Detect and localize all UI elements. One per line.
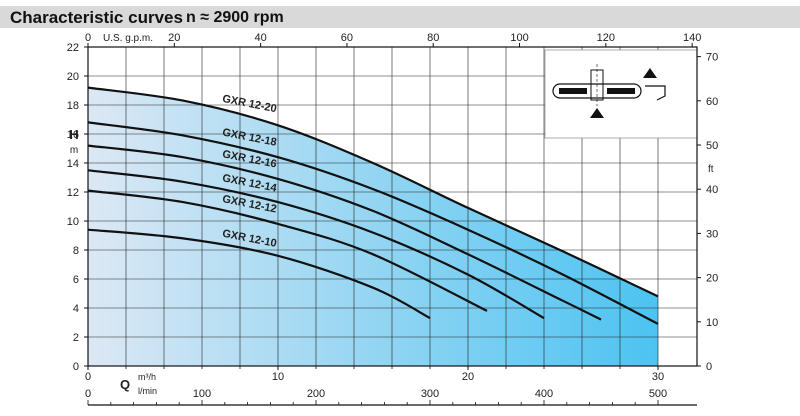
curve-gxr-12-10 bbox=[87, 228, 431, 320]
top-tick-label: 80 bbox=[427, 32, 439, 44]
y-tick-label: 14 bbox=[67, 158, 79, 170]
curve-gxr-12-12 bbox=[87, 189, 488, 312]
inlet-arrow-icon bbox=[590, 108, 604, 124]
ft-tick-label: 70 bbox=[706, 52, 718, 64]
y-tick-label: 8 bbox=[73, 245, 79, 257]
y-tick-label: 12 bbox=[67, 187, 79, 199]
top-tick-label: 100 bbox=[510, 32, 528, 44]
y-axis-unit-ft: ft bbox=[708, 164, 714, 175]
lmin-tick-label: 200 bbox=[307, 388, 325, 400]
impeller-blade bbox=[559, 88, 587, 94]
top-tick-label: 0 bbox=[85, 32, 91, 44]
curve-gxr-12-18 bbox=[87, 121, 659, 325]
m3h-tick-label: 20 bbox=[462, 371, 474, 383]
y-tick-label: 6 bbox=[73, 274, 79, 286]
ft-tick-label: 50 bbox=[706, 140, 718, 152]
discharge-pipe bbox=[645, 85, 666, 101]
outlet-arrow-icon bbox=[643, 68, 657, 86]
ft-tick-label: 10 bbox=[706, 317, 718, 329]
curve-gxr-12-16 bbox=[87, 144, 602, 321]
ft-tick-label: 60 bbox=[706, 96, 718, 108]
y-tick-label: 0 bbox=[73, 361, 79, 373]
y-tick-label: 4 bbox=[73, 303, 79, 315]
m3h-tick-label: 30 bbox=[652, 371, 664, 383]
y-axis-label-h: H bbox=[69, 127, 78, 142]
m3h-tick-label: 0 bbox=[85, 371, 91, 383]
lmin-tick-label: 500 bbox=[649, 388, 667, 400]
x-unit-m3h: m³/h bbox=[138, 372, 156, 382]
y-tick-label: 18 bbox=[67, 100, 79, 112]
lmin-tick-label: 300 bbox=[421, 388, 439, 400]
curve-gxr-12-20 bbox=[87, 86, 659, 298]
lmin-tick-label: 0 bbox=[85, 388, 91, 400]
y-tick-label: 10 bbox=[67, 216, 79, 228]
operating-area bbox=[88, 87, 658, 366]
top-tick-label: 60 bbox=[341, 32, 353, 44]
y-axis-unit-m: m bbox=[70, 145, 78, 156]
top-tick-label: 120 bbox=[597, 32, 615, 44]
chart-subtitle: n ≈ 2900 rpm bbox=[186, 9, 284, 26]
m3h-tick-label: 10 bbox=[272, 371, 284, 383]
ft-tick-label: 30 bbox=[706, 228, 718, 240]
lmin-tick-label: 400 bbox=[535, 388, 553, 400]
top-axis-label: U.S. g.p.m. bbox=[103, 33, 153, 44]
curve-gxr-12-14 bbox=[87, 169, 545, 320]
lmin-tick-label: 100 bbox=[193, 388, 211, 400]
chart-title: Characteristic curves bbox=[10, 8, 183, 27]
y-tick-label: 2 bbox=[73, 332, 79, 344]
x-unit-lmin: l/min bbox=[138, 386, 157, 396]
top-tick-label: 20 bbox=[168, 32, 180, 44]
top-tick-label: 140 bbox=[683, 32, 701, 44]
impeller-blade bbox=[607, 88, 635, 94]
x-axis-label-q: Q bbox=[120, 377, 130, 392]
ft-tick-label: 20 bbox=[706, 273, 718, 285]
top-tick-label: 40 bbox=[254, 32, 266, 44]
y-tick-label: 16 bbox=[67, 129, 79, 141]
ft-tick-label: 0 bbox=[706, 361, 712, 373]
y-tick-label: 20 bbox=[67, 71, 79, 83]
ft-tick-label: 40 bbox=[706, 184, 718, 196]
header-bar bbox=[0, 6, 800, 28]
y-tick-label: 22 bbox=[67, 42, 79, 54]
